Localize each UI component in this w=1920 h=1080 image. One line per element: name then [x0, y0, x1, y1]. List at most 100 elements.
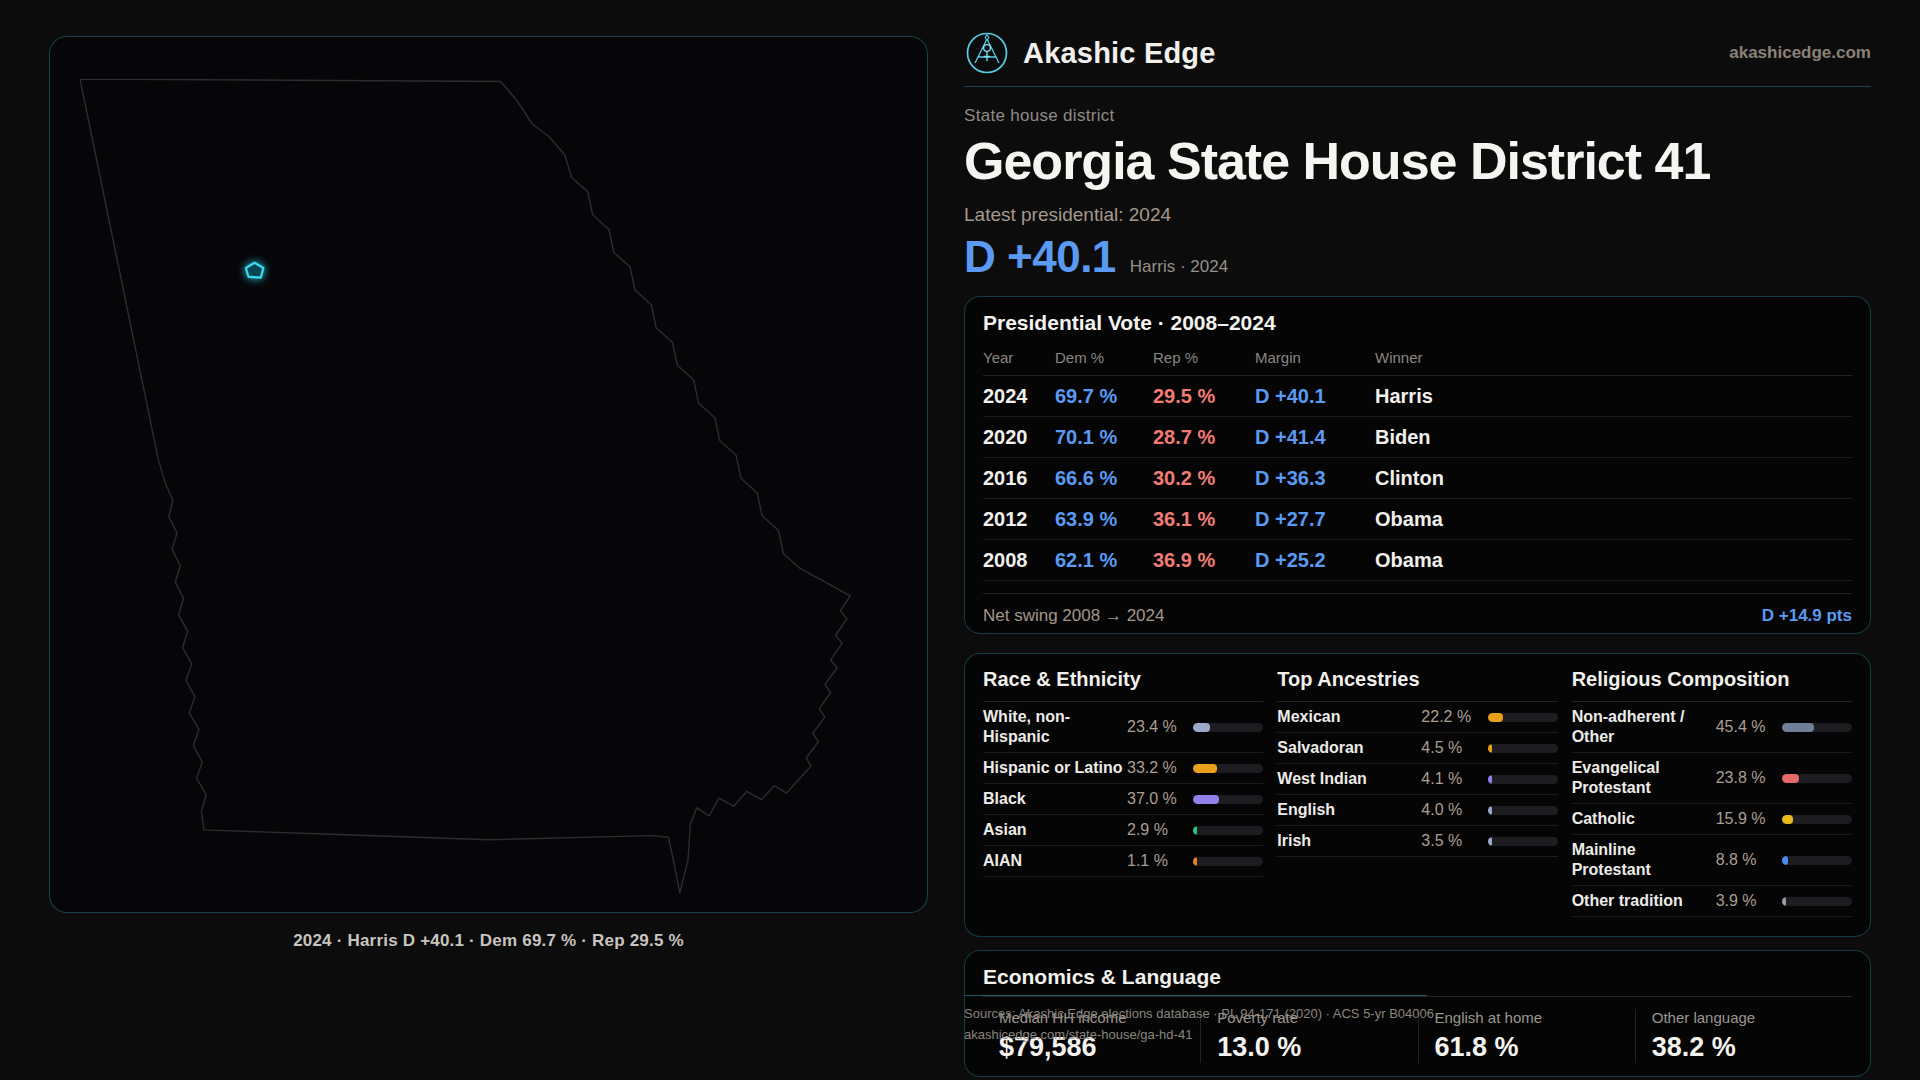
stat-value: $79,586 [999, 1032, 1200, 1063]
demographic-bar [1488, 837, 1558, 846]
header-divider [964, 86, 1871, 87]
winner-cell: Clinton [1375, 467, 1852, 489]
race-row: Hispanic or Latino33.2 % [983, 753, 1263, 784]
stat-value: 61.8 % [1435, 1032, 1635, 1063]
demographic-label: Other tradition [1572, 891, 1716, 911]
economics-stat: English at home 61.8 % [1418, 1009, 1635, 1063]
demographic-value: 4.0 % [1421, 801, 1481, 819]
year-cell: 2020 [983, 426, 1055, 448]
ancestry-row: West Indian4.1 % [1277, 764, 1557, 795]
district-41-marker[interactable] [244, 261, 267, 282]
demographic-bar [1782, 723, 1852, 732]
brand-domain[interactable]: akashicedge.com [1729, 43, 1871, 63]
race-ethnicity-column: Race & Ethnicity White, non-Hispanic23.4… [983, 668, 1263, 917]
race-row: White, non-Hispanic23.4 % [983, 702, 1263, 753]
religion-row: Mainline Protestant8.8 % [1572, 835, 1852, 886]
demographic-bar-fill [1488, 713, 1504, 722]
economics-language-panel: Economics & Language Median HH income $79… [964, 950, 1871, 1077]
demographic-bar [1193, 857, 1263, 866]
race-row: Asian2.9 % [983, 815, 1263, 846]
demographic-label: AIAN [983, 851, 1127, 871]
vote-table-row: 201666.6 %30.2 %D +36.3Clinton [983, 458, 1852, 499]
rep-cell: 29.5 % [1153, 385, 1255, 407]
demographic-value: 37.0 % [1127, 790, 1187, 808]
demographic-bar-fill [1193, 795, 1219, 804]
demographic-bar-fill [1488, 775, 1492, 784]
ancestry-row: Mexican22.2 % [1277, 702, 1557, 733]
margin-cell: D +36.3 [1255, 467, 1375, 489]
stat-label: Other language [1652, 1009, 1852, 1026]
year-cell: 2012 [983, 508, 1055, 530]
demographic-label: West Indian [1277, 769, 1421, 789]
stat-value: 13.0 % [1217, 1032, 1417, 1063]
margin-cell: D +27.7 [1255, 508, 1375, 530]
col-winner: Winner [1375, 349, 1852, 366]
top-ancestries-title: Top Ancestries [1277, 668, 1557, 702]
dem-cell: 63.9 % [1055, 508, 1153, 530]
demographic-label: Mainline Protestant [1572, 840, 1716, 880]
demographic-bar-fill [1488, 744, 1492, 753]
header: Akashic Edge akashicedge.com [964, 30, 1871, 76]
vote-table-title: Presidential Vote · 2008–2024 [983, 311, 1852, 335]
net-swing-label: Net swing 2008 → 2024 [983, 606, 1164, 626]
demographic-bar [1193, 764, 1263, 773]
year-cell: 2024 [983, 385, 1055, 407]
demographic-label: Salvadoran [1277, 738, 1421, 758]
dem-cell: 66.6 % [1055, 467, 1153, 489]
demographic-value: 8.8 % [1716, 851, 1776, 869]
stat-label: Poverty rate [1217, 1009, 1417, 1026]
winner-cell: Obama [1375, 508, 1852, 530]
rep-cell: 28.7 % [1153, 426, 1255, 448]
demographic-bar-fill [1193, 723, 1209, 732]
stat-value: 38.2 % [1652, 1032, 1852, 1063]
religion-row: Other tradition3.9 % [1572, 886, 1852, 917]
demographics-panel: Race & Ethnicity White, non-Hispanic23.4… [964, 653, 1871, 937]
economics-stat: Poverty rate 13.0 % [1200, 1009, 1417, 1063]
demographic-label: Mexican [1277, 707, 1421, 727]
demographic-bar [1488, 775, 1558, 784]
demographic-bar-fill [1193, 764, 1216, 773]
demographic-bar [1488, 806, 1558, 815]
demographic-label: Evangelical Protestant [1572, 758, 1716, 798]
dem-cell: 70.1 % [1055, 426, 1153, 448]
margin-cell: D +25.2 [1255, 549, 1375, 571]
demographic-bar-fill [1782, 815, 1793, 824]
rep-cell: 36.1 % [1153, 508, 1255, 530]
demographic-bar [1488, 744, 1558, 753]
vote-table-row: 201263.9 %36.1 %D +27.7Obama [983, 499, 1852, 540]
religious-composition-column: Religious Composition Non-adherent / Oth… [1572, 668, 1852, 917]
demographic-value: 15.9 % [1716, 810, 1776, 828]
demographic-bar-fill [1193, 826, 1197, 835]
col-dem: Dem % [1055, 349, 1153, 366]
demographic-value: 2.9 % [1127, 821, 1187, 839]
demographic-label: Irish [1277, 831, 1421, 851]
stat-label: English at home [1435, 1009, 1635, 1026]
demographic-bar [1488, 713, 1558, 722]
demographic-value: 23.8 % [1716, 769, 1776, 787]
demographic-value: 45.4 % [1716, 718, 1776, 736]
brand-name: Akashic Edge [1023, 37, 1216, 70]
vote-table-row: 200862.1 %36.9 %D +25.2Obama [983, 540, 1852, 581]
demographic-value: 3.5 % [1421, 832, 1481, 850]
economics-title: Economics & Language [983, 965, 1852, 997]
religious-composition-title: Religious Composition [1572, 668, 1852, 702]
district-map-panel [49, 36, 928, 913]
demographic-bar [1782, 774, 1852, 783]
demographic-label: English [1277, 800, 1421, 820]
page-title: Georgia State House District 41 [964, 133, 1871, 189]
district-type-label: State house district [964, 106, 1871, 126]
margin-cell: D +41.4 [1255, 426, 1375, 448]
religion-row: Evangelical Protestant23.8 % [1572, 753, 1852, 804]
demographic-bar [1782, 897, 1852, 906]
rep-cell: 36.9 % [1153, 549, 1255, 571]
demographic-bar [1782, 856, 1852, 865]
demographic-bar-fill [1193, 857, 1197, 866]
presidential-vote-panel: Presidential Vote · 2008–2024 Year Dem %… [964, 296, 1871, 634]
demographic-value: 22.2 % [1421, 708, 1481, 726]
dem-cell: 69.7 % [1055, 385, 1153, 407]
akashic-edge-logo-icon [964, 30, 1010, 76]
stat-label: Median HH income [999, 1009, 1200, 1026]
col-rep: Rep % [1153, 349, 1255, 366]
economics-stat: Other language 38.2 % [1635, 1009, 1852, 1063]
vote-table-header: Year Dem % Rep % Margin Winner [983, 349, 1852, 376]
